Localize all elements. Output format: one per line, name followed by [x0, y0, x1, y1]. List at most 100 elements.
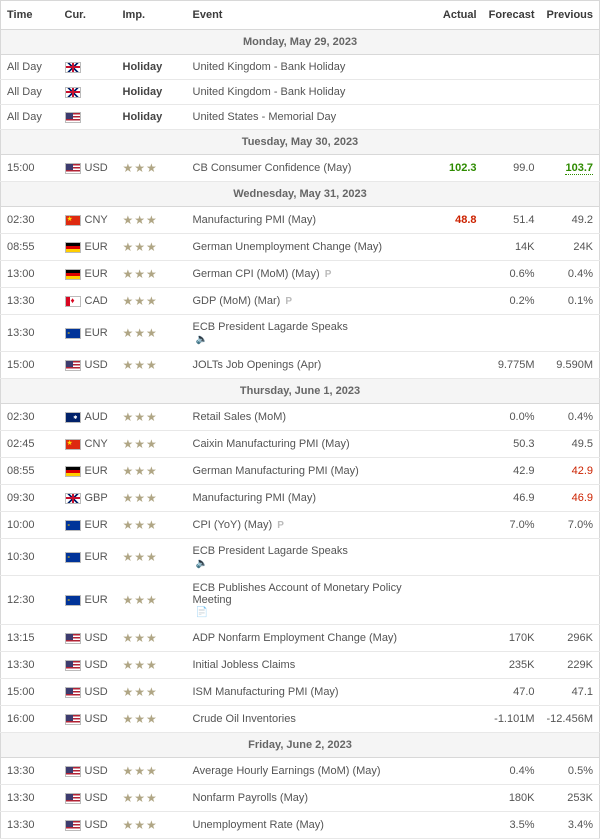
cell-importance: Holiday — [117, 80, 187, 105]
event-row[interactable]: 16:00USD★★★Crude Oil Inventories-1.101M-… — [1, 706, 600, 733]
header-event[interactable]: Event — [187, 1, 425, 30]
star-icon: ★ — [146, 791, 158, 805]
event-row[interactable]: 02:45CNY★★★Caixin Manufacturing PMI (May… — [1, 431, 600, 458]
cell-event[interactable]: German CPI (MoM) (May) P — [187, 261, 425, 288]
cell-previous: 24K — [541, 234, 600, 261]
cell-event[interactable]: CPI (YoY) (May) P — [187, 512, 425, 539]
event-row[interactable]: 10:30EUR★★★ECB President Lagarde Speaks🔈 — [1, 539, 600, 576]
currency-code: EUR — [85, 519, 108, 531]
event-row[interactable]: 15:00USD★★★CB Consumer Confidence (May)1… — [1, 155, 600, 182]
preliminary-icon: P — [285, 296, 292, 307]
cell-importance: ★★★ — [117, 758, 187, 785]
currency-code: CNY — [85, 214, 108, 226]
event-row[interactable]: 13:30CAD★★★GDP (MoM) (Mar) P0.2%0.1% — [1, 288, 600, 315]
cell-actual — [425, 652, 483, 679]
event-name: ECB Publishes Account of Monetary Policy… — [193, 582, 402, 606]
cell-event[interactable]: German Manufacturing PMI (May) — [187, 458, 425, 485]
cell-previous — [541, 105, 600, 130]
event-row[interactable]: 10:00EUR★★★CPI (YoY) (May) P7.0%7.0% — [1, 512, 600, 539]
cell-event[interactable]: Retail Sales (MoM) — [187, 404, 425, 431]
cell-event[interactable]: ADP Nonfarm Employment Change (May) — [187, 625, 425, 652]
event-row[interactable]: 09:30GBP★★★Manufacturing PMI (May)46.946… — [1, 485, 600, 512]
cell-event[interactable]: ISM Manufacturing PMI (May) — [187, 679, 425, 706]
star-icon: ★ — [123, 518, 135, 532]
importance-stars: ★★★ — [123, 550, 158, 564]
event-row[interactable]: 13:30EUR★★★ECB President Lagarde Speaks🔈 — [1, 315, 600, 352]
cell-event[interactable]: Caixin Manufacturing PMI (May) — [187, 431, 425, 458]
cell-forecast — [483, 539, 541, 576]
event-row[interactable]: 15:00USD★★★JOLTs Job Openings (Apr)9.775… — [1, 352, 600, 379]
event-row[interactable]: 02:30AUD★★★Retail Sales (MoM)0.0%0.4% — [1, 404, 600, 431]
header-currency[interactable]: Cur. — [59, 1, 117, 30]
header-time[interactable]: Time — [1, 1, 59, 30]
cell-event[interactable]: Unemployment Rate (May) — [187, 812, 425, 839]
cell-currency — [59, 55, 117, 80]
cell-importance: ★★★ — [117, 512, 187, 539]
flag-icon — [65, 687, 81, 698]
event-row[interactable]: 15:00USD★★★ISM Manufacturing PMI (May)47… — [1, 679, 600, 706]
event-row[interactable]: 13:30USD★★★Unemployment Rate (May)3.5%3.… — [1, 812, 600, 839]
cell-event[interactable]: Average Hourly Earnings (MoM) (May) — [187, 758, 425, 785]
event-row[interactable]: 08:55EUR★★★German Manufacturing PMI (May… — [1, 458, 600, 485]
event-name: ISM Manufacturing PMI (May) — [193, 686, 339, 698]
cell-importance: ★★★ — [117, 261, 187, 288]
event-row[interactable]: 13:00EUR★★★German CPI (MoM) (May) P0.6%0… — [1, 261, 600, 288]
cell-currency: USD — [59, 706, 117, 733]
star-icon: ★ — [134, 294, 146, 308]
cell-previous: 296K — [541, 625, 600, 652]
cell-previous: 47.1 — [541, 679, 600, 706]
star-icon: ★ — [146, 658, 158, 672]
cell-event[interactable]: Initial Jobless Claims — [187, 652, 425, 679]
cell-previous: 7.0% — [541, 512, 600, 539]
header-previous[interactable]: Previous — [541, 1, 600, 30]
cell-actual — [425, 431, 483, 458]
event-row[interactable]: All DayHolidayUnited Kingdom - Bank Holi… — [1, 55, 600, 80]
cell-previous — [541, 576, 600, 625]
cell-event[interactable]: United Kingdom - Bank Holiday — [187, 80, 425, 105]
star-icon: ★ — [123, 410, 135, 424]
date-header-row: Tuesday, May 30, 2023 — [1, 130, 600, 155]
cell-event[interactable]: Crude Oil Inventories — [187, 706, 425, 733]
cell-event[interactable]: ECB President Lagarde Speaks🔈 — [187, 315, 425, 352]
date-header: Friday, June 2, 2023 — [1, 733, 600, 758]
event-row[interactable]: 08:55EUR★★★German Unemployment Change (M… — [1, 234, 600, 261]
header-actual[interactable]: Actual — [425, 1, 483, 30]
event-row[interactable]: 13:15USD★★★ADP Nonfarm Employment Change… — [1, 625, 600, 652]
event-row[interactable]: 12:30EUR★★★ECB Publishes Account of Mone… — [1, 576, 600, 625]
cell-actual — [425, 352, 483, 379]
cell-forecast: -1.101M — [483, 706, 541, 733]
event-name: Nonfarm Payrolls (May) — [193, 792, 309, 804]
cell-event[interactable]: GDP (MoM) (Mar) P — [187, 288, 425, 315]
star-icon: ★ — [123, 464, 135, 478]
cell-event[interactable]: CB Consumer Confidence (May) — [187, 155, 425, 182]
event-row[interactable]: 13:30USD★★★Average Hourly Earnings (MoM)… — [1, 758, 600, 785]
event-row[interactable]: 02:30CNY★★★Manufacturing PMI (May)48.851… — [1, 207, 600, 234]
header-importance[interactable]: Imp. — [117, 1, 187, 30]
star-icon: ★ — [146, 213, 158, 227]
cell-event[interactable]: Manufacturing PMI (May) — [187, 207, 425, 234]
header-forecast[interactable]: Forecast — [483, 1, 541, 30]
cell-event[interactable]: JOLTs Job Openings (Apr) — [187, 352, 425, 379]
cell-event[interactable]: ECB Publishes Account of Monetary Policy… — [187, 576, 425, 625]
star-icon: ★ — [134, 791, 146, 805]
flag-icon — [65, 520, 81, 531]
cell-forecast: 170K — [483, 625, 541, 652]
cell-event[interactable]: German Unemployment Change (May) — [187, 234, 425, 261]
flag-icon — [65, 215, 81, 226]
cell-event[interactable]: United States - Memorial Day — [187, 105, 425, 130]
cell-event[interactable]: United Kingdom - Bank Holiday — [187, 55, 425, 80]
cell-forecast: 7.0% — [483, 512, 541, 539]
event-row[interactable]: 13:30USD★★★Initial Jobless Claims235K229… — [1, 652, 600, 679]
event-name: CB Consumer Confidence (May) — [193, 162, 352, 174]
date-header: Monday, May 29, 2023 — [1, 30, 600, 55]
currency-code: EUR — [85, 551, 108, 563]
cell-actual: 102.3 — [425, 155, 483, 182]
cell-previous: 0.4% — [541, 404, 600, 431]
cell-event[interactable]: ECB President Lagarde Speaks🔈 — [187, 539, 425, 576]
event-row[interactable]: All DayHolidayUnited Kingdom - Bank Holi… — [1, 80, 600, 105]
star-icon: ★ — [134, 550, 146, 564]
cell-event[interactable]: Manufacturing PMI (May) — [187, 485, 425, 512]
cell-importance: ★★★ — [117, 234, 187, 261]
event-name: ECB President Lagarde Speaks — [193, 545, 348, 557]
event-row[interactable]: All DayHolidayUnited States - Memorial D… — [1, 105, 600, 130]
